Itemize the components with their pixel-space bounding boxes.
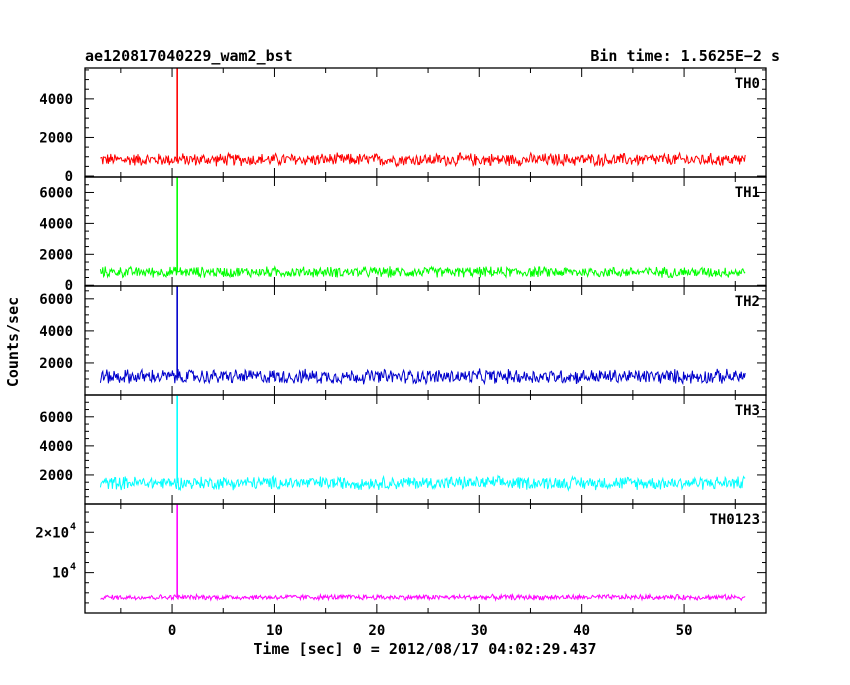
panel-frame-th3	[84, 394, 767, 505]
series-line-th2	[99, 367, 746, 386]
y-tick-label-th2: 4000	[39, 324, 73, 340]
bin-time-label: Bin time: 1.5625E−2 s	[590, 47, 780, 65]
series-line-th0	[100, 151, 746, 168]
y-tick-label-th0123: 10	[52, 566, 69, 582]
panel-frame-th0123	[84, 503, 767, 614]
panels-group: 0 2000 4000 TH0 0 2000 4000 6000 TH1 2000 4000 6000…	[35, 67, 767, 639]
y-tick-label-th1: 6000	[39, 185, 73, 201]
y-tick-exponent-th0123: 4	[70, 562, 76, 573]
y-tick-label-th1: 2000	[39, 247, 73, 263]
series-line-th0123	[100, 592, 746, 602]
x-tick-label: 40	[573, 623, 590, 639]
y-tick-label-th0: 4000	[39, 92, 73, 108]
y-tick-label-th3: 6000	[39, 410, 73, 426]
y-tick-label-th0: 0	[65, 169, 73, 185]
x-tick-label: 50	[676, 623, 693, 639]
y-tick-exponent-th0123: 4	[70, 521, 76, 532]
series-line-th3	[99, 474, 746, 492]
series-line-th1	[99, 265, 746, 279]
panel-label-th0: TH0	[735, 76, 760, 92]
y-tick-label-th1: 0	[65, 278, 73, 294]
y-tick-label-th2: 2000	[39, 356, 73, 372]
x-axis-label: Time [sec] 0 = 2012/08/17 04:02:29.437	[253, 640, 596, 658]
y-tick-label-th2: 6000	[39, 292, 73, 308]
panel-th3: 2000 4000 6000 TH3	[39, 394, 767, 505]
y-tick-label-th1: 4000	[39, 216, 73, 232]
y-tick-label-th0123: 2×10	[35, 525, 69, 541]
panel-label-th2: TH2	[735, 294, 760, 310]
y-tick-label-th3: 2000	[39, 468, 73, 484]
y-tick-label-th3: 4000	[39, 439, 73, 455]
panel-label-th3: TH3	[735, 403, 760, 419]
x-tick-label: 10	[266, 623, 283, 639]
y-tick-label-th0: 2000	[39, 130, 73, 146]
panel-th2: 2000 4000 6000 TH2	[39, 285, 767, 396]
x-tick-label: 30	[471, 623, 488, 639]
panel-label-th0123: TH0123	[709, 512, 760, 528]
panel-th1: 0 2000 4000 6000 TH1	[39, 176, 767, 294]
x-tick-label: 20	[368, 623, 385, 639]
chart-title: ae120817040229_wam2_bst	[85, 47, 293, 65]
x-tick-label: 0	[168, 623, 176, 639]
panel-th0: 0 2000 4000 TH0	[39, 67, 767, 185]
y-axis-label: Counts/sec	[4, 297, 22, 387]
panel-label-th1: TH1	[735, 185, 760, 201]
